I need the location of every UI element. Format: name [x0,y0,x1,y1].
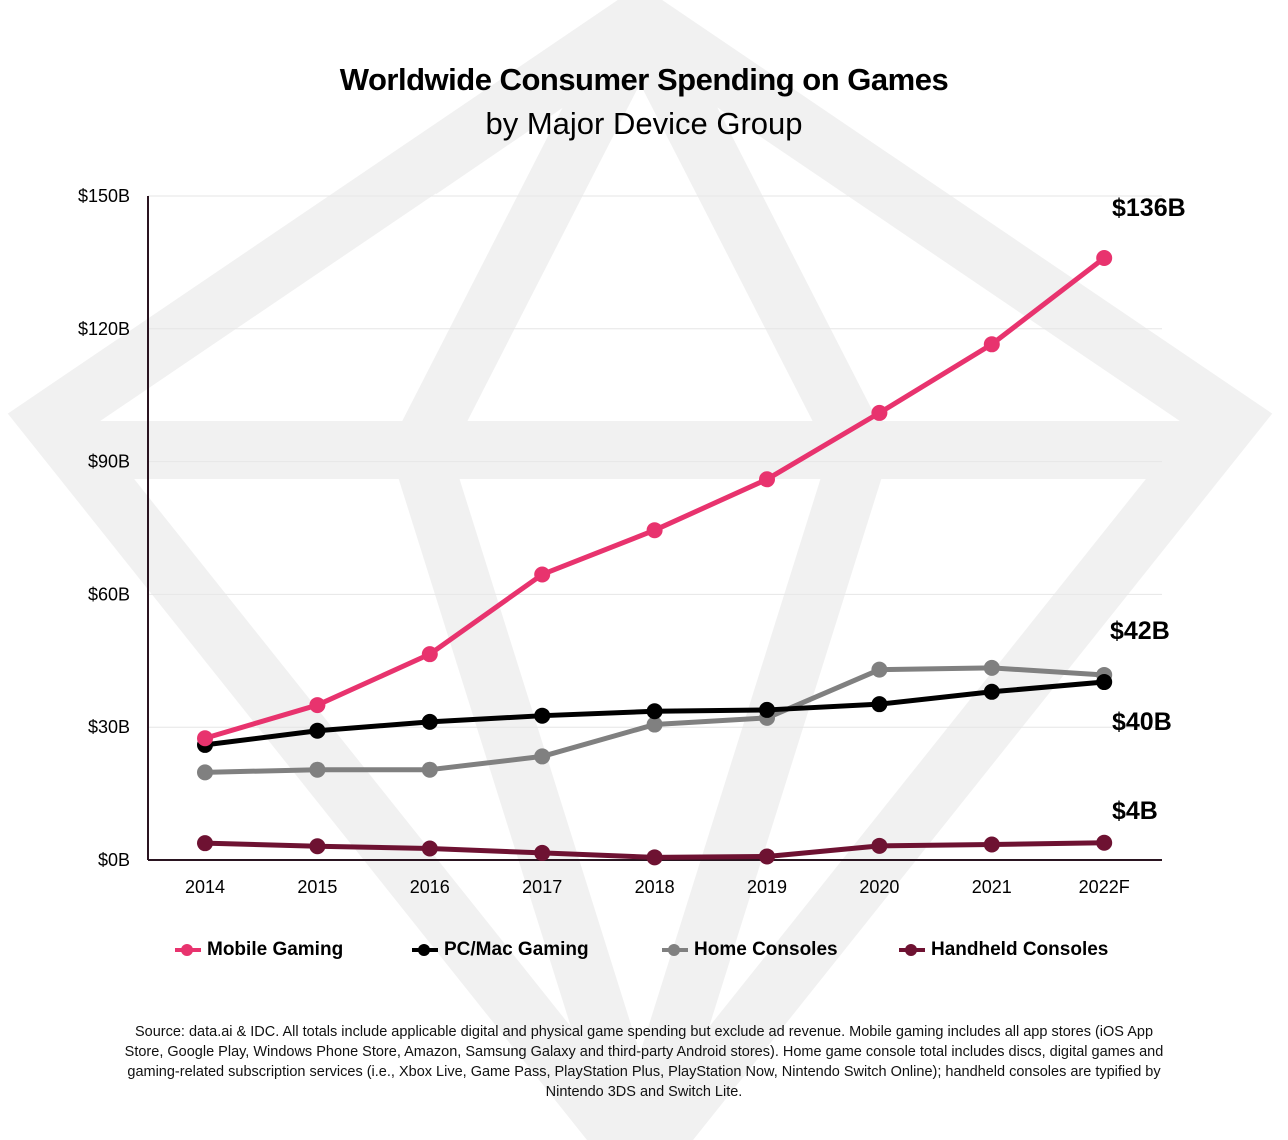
legend-item-handheld-consoles: Handheld Consoles [899,936,1108,964]
y-tick-label: $60B [88,584,130,604]
y-tick-label: $120B [78,319,130,339]
legend-label: Home Consoles [694,939,838,960]
data-point [759,471,775,488]
value-annotation: $136B [1112,194,1186,222]
x-tick-label: 2014 [185,877,225,897]
data-point [983,683,1000,700]
data-point [534,844,551,861]
y-tick-label: $30B [88,717,130,737]
data-point [983,659,1000,676]
value-annotation: $40B [1112,708,1172,736]
legend-marker-icon [899,944,925,956]
legend-label: Handheld Consoles [931,939,1109,960]
data-point [983,836,1000,853]
data-point [534,748,551,765]
data-point [197,764,213,781]
data-point [871,404,888,421]
x-tick-label: 2017 [522,877,562,897]
data-point [421,761,438,778]
data-point [871,837,888,854]
legend-item-home-consoles: Home Consoles [662,936,838,964]
data-point [309,838,326,855]
data-point [1096,834,1113,851]
data-point [646,849,663,866]
data-point [1096,674,1113,691]
data-point [646,522,663,539]
data-point [646,703,663,720]
legend-item-pc-mac-gaming: PC/Mac Gaming [412,936,589,964]
legend-marker-icon [412,944,438,956]
y-tick-label: $150B [78,186,130,206]
data-point [534,566,551,583]
legend-item-mobile-gaming: Mobile Gaming [175,936,343,964]
data-point [646,716,663,733]
legend-label: PC/Mac Gaming [444,939,589,960]
data-point [309,697,326,714]
data-point [309,722,326,739]
data-point [421,646,438,663]
data-point [759,701,775,718]
data-point [871,696,888,713]
chart-legend: Mobile Gaming PC/Mac Gaming Home Console… [0,936,1288,964]
x-tick-label: 2015 [297,877,337,897]
x-tick-label: 2018 [635,877,675,897]
y-tick-label: $0B [98,850,130,870]
x-tick-label: 2019 [747,877,787,897]
chart-subtitle: by Major Device Group [485,106,803,141]
x-tick-label: 2022F [1079,877,1130,897]
legend-label: Mobile Gaming [207,939,344,960]
x-tick-label: 2020 [859,877,899,897]
data-point [421,713,438,730]
data-point [197,835,213,852]
data-point [759,848,775,865]
x-tick-label: 2021 [972,877,1012,897]
data-point [421,840,438,857]
data-point [983,336,1000,353]
data-point [1096,249,1113,266]
source-note: Source: data.ai & IDC. All totals includ… [124,1024,1164,1100]
chart-title: Worldwide Consumer Spending on Games [339,62,949,97]
value-annotation: $42B [1110,617,1170,645]
data-point [309,761,326,778]
legend-marker-icon [662,944,688,956]
data-point [534,707,551,724]
value-annotation: $4B [1112,797,1158,825]
data-point [197,730,213,747]
legend-marker-icon [175,944,201,956]
y-tick-label: $90B [88,452,130,472]
x-tick-label: 2016 [410,877,450,897]
data-point [871,661,888,678]
